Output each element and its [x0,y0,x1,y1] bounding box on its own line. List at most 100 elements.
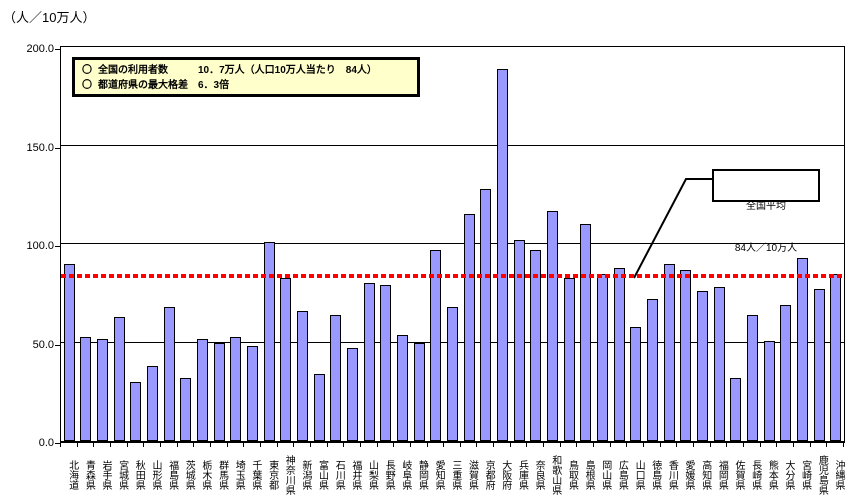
bar-千葉県 [247,346,259,441]
x-axis-tick [509,443,511,447]
y-axis-label-100.0: 100.0 [26,240,54,252]
bar-兵庫県 [513,240,525,441]
x-axis-label-香川県: 香川県 [666,460,678,490]
bar-秋田県 [130,381,142,441]
x-axis-label-高知県: 高知県 [699,460,711,490]
bar-富山県 [313,374,325,441]
x-axis-tick [743,443,745,447]
x-axis-tick [126,443,128,447]
bar-徳島県 [646,299,658,441]
x-axis-tick [443,443,445,447]
bar-岐阜県 [397,334,409,441]
x-axis-label-三重県: 三重県 [449,460,461,490]
x-axis-label-滋賀県: 滋賀県 [466,460,478,490]
x-axis-tick [709,443,711,447]
x-axis-label-栃木県: 栃木県 [199,460,211,490]
bar-佐賀県 [730,377,742,441]
x-axis-tick [759,443,761,447]
x-axis-label-群馬県: 群馬県 [216,460,228,490]
bar-群馬県 [213,342,225,441]
bar-新潟県 [297,310,309,441]
bar-奈良県 [530,249,542,441]
x-axis-label-長野県: 長野県 [383,460,395,490]
x-axis-tick [143,443,145,447]
x-axis-tick [176,443,178,447]
annotation-line-1: 全国平均 [746,201,786,212]
bar-高知県 [696,291,708,441]
bar-山梨県 [363,283,375,441]
x-axis-tick [326,443,328,447]
x-axis-tick [193,443,195,447]
x-axis-tick [843,443,844,447]
x-axis-label-愛知県: 愛知県 [433,460,445,490]
x-axis-tick [243,443,245,447]
x-axis-label-茨城県: 茨城県 [183,460,195,490]
x-axis-tick [276,443,278,447]
x-axis-label-京都府: 京都府 [483,460,495,490]
y-axis-label-200.0: 200.0 [26,43,54,55]
info-line-2-text: 都道府県の最大格差 6．3倍 [98,80,230,91]
x-axis-tick [543,443,545,447]
y-axis-label-150.0: 150.0 [26,141,54,154]
x-axis-label-愛媛県: 愛媛県 [683,460,695,490]
x-axis-label-長崎県: 長崎県 [749,460,761,490]
x-axis-label-千葉県: 千葉県 [249,460,261,490]
x-axis-label-和歌山県: 和歌山県 [549,455,561,495]
x-axis-tick [693,443,695,447]
x-axis-tick [643,443,645,447]
x-axis-label-岐阜県: 岐阜県 [399,460,411,490]
bar-宮崎県 [796,257,808,441]
y-axis-tick [55,344,60,346]
x-axis-label-大分県: 大分県 [783,460,795,490]
x-axis-label-鳥取県: 鳥取県 [566,460,578,490]
x-axis-tick [659,443,661,447]
x-axis-label-沖縄県: 沖縄県 [832,460,844,490]
x-axis-label-東京都: 東京都 [266,460,278,490]
bar-和歌山県 [546,210,558,441]
x-axis-tick [809,443,811,447]
x-axis-label-佐賀県: 佐賀県 [733,460,745,490]
x-axis-tick [309,443,311,447]
x-axis-label-埼玉県: 埼玉県 [233,460,245,490]
bar-愛媛県 [680,269,692,441]
bar-長崎県 [746,314,758,441]
y-axis-unit-label: （人／10万人） [3,10,96,25]
y-axis-label-50.0: 50.0 [32,338,54,351]
bar-愛知県 [430,249,442,441]
bar-青森県 [80,336,92,441]
x-axis-label-静岡県: 静岡県 [416,460,428,490]
bar-鹿児島県 [813,289,825,441]
bar-島根県 [580,224,592,441]
x-axis-tick [493,443,495,447]
x-axis-tick [343,443,345,447]
summary-info-box: 〇全国の利用者数 10．7万人（人口10万人当たり 84人） 〇都道府県の最大格… [72,57,420,97]
x-axis-label-熊本県: 熊本県 [766,460,778,490]
circle-bullet-icon: 〇 [82,65,92,76]
x-axis-label-富山県: 富山県 [316,460,328,490]
x-axis-label-徳島県: 徳島県 [649,460,661,490]
national-average-annotation: 全国平均 84人／10万人 [712,169,820,254]
national-average-line [61,273,844,278]
bar-石川県 [330,314,342,441]
info-line-2: 〇都道府県の最大格差 6．3倍 [82,78,417,93]
bar-福島県 [163,307,175,441]
x-axis-tick [359,443,361,447]
x-axis-label-大阪府: 大阪府 [499,460,511,490]
bar-香川県 [663,263,675,441]
bar-三重県 [447,307,458,441]
bar-鳥取県 [563,277,575,441]
bar-静岡県 [413,342,425,441]
bar-埼玉県 [230,336,242,441]
bar-東京都 [263,242,275,441]
x-axis-tick [676,443,678,447]
y-axis-label-0.0: 0.0 [38,437,54,449]
bar-大阪府 [496,68,508,441]
y-axis-tick [55,443,60,444]
x-axis-label-兵庫県: 兵庫県 [516,460,528,490]
circle-bullet-icon: 〇 [82,80,92,91]
x-axis-tick [426,443,428,447]
bar-山口県 [630,326,642,441]
bar-熊本県 [763,340,775,441]
bar-神奈川県 [280,277,292,441]
gridline-100 [61,243,844,244]
